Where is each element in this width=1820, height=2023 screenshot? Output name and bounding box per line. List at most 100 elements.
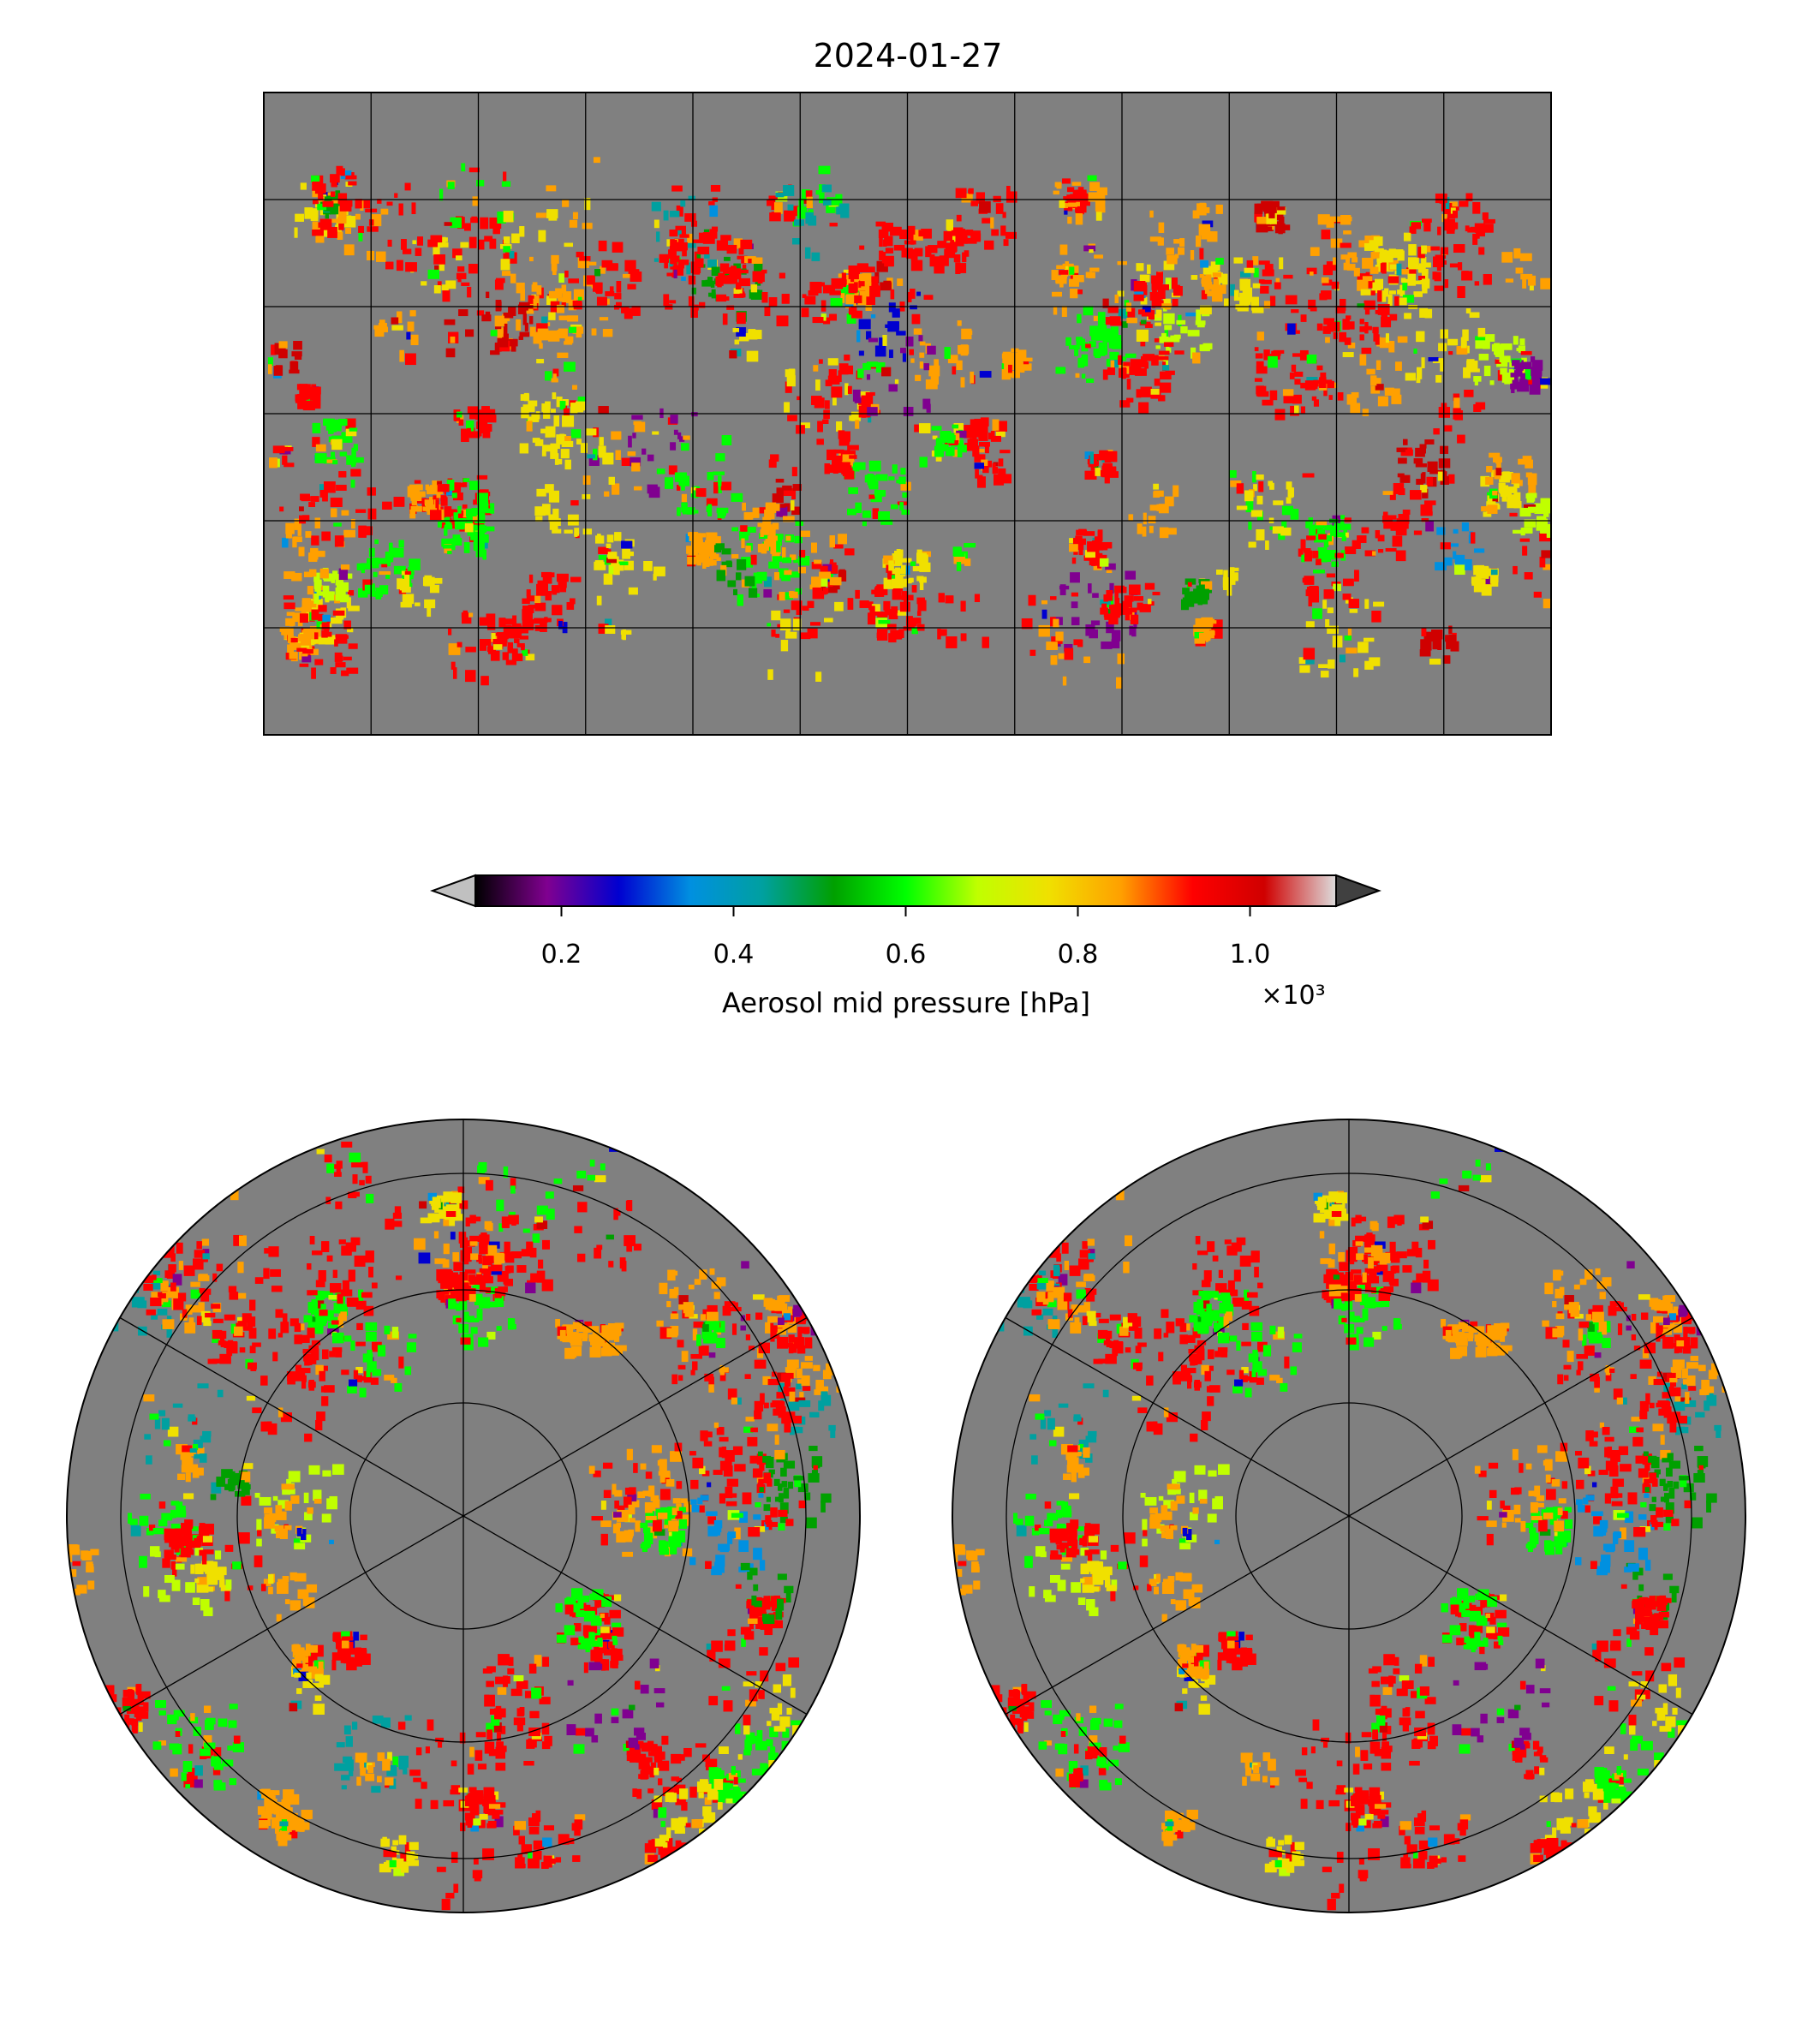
data-cell (447, 551, 452, 555)
data-cell (897, 278, 904, 286)
data-cell (528, 295, 534, 304)
data-cell (457, 505, 462, 514)
data-cell (279, 627, 290, 632)
data-cell (807, 628, 818, 639)
data-cell (1215, 258, 1224, 265)
data-cell (710, 553, 719, 559)
data-cell (1059, 200, 1065, 208)
data-cell (1163, 355, 1169, 367)
data-cell (1076, 338, 1086, 346)
data-cell (609, 286, 614, 294)
data-cell (964, 250, 970, 257)
data-cell (1114, 589, 1119, 602)
data-cell (402, 594, 415, 605)
data-cell (433, 254, 445, 265)
data-cell (1252, 283, 1261, 289)
data-cell (615, 450, 621, 460)
data-cell (795, 588, 803, 595)
data-cell (820, 565, 828, 577)
data-cell (1056, 265, 1066, 270)
data-cell (1494, 343, 1501, 355)
data-cell (1310, 247, 1320, 256)
data-cell (772, 549, 780, 562)
data-cell (1126, 317, 1137, 324)
data-cell (471, 216, 478, 221)
data-cell (1139, 604, 1151, 612)
data-cell (508, 635, 519, 639)
data-cell (815, 379, 820, 391)
data-cell (480, 217, 489, 230)
data-cell (1501, 491, 1507, 502)
data-cell (599, 317, 609, 321)
data-cell (957, 447, 963, 457)
data-cell (930, 373, 940, 385)
data-cell (1340, 215, 1352, 225)
data-cell (586, 275, 595, 285)
data-cell (1486, 466, 1493, 473)
data-cell (279, 506, 284, 512)
data-cell (477, 492, 488, 504)
data-cell (1416, 367, 1423, 379)
data-cell (1125, 597, 1132, 608)
data-cell (551, 254, 559, 264)
data-cell (705, 546, 717, 557)
data-cell (453, 512, 459, 521)
data-cell (1281, 505, 1293, 516)
data-cell (785, 381, 792, 393)
data-cell (598, 406, 609, 415)
data-cell (688, 275, 696, 285)
data-cell (1316, 323, 1323, 331)
data-cell (399, 578, 409, 591)
data-cell (1310, 307, 1317, 312)
data-cell (992, 419, 1000, 431)
data-cell (838, 569, 845, 576)
data-cell (564, 529, 573, 534)
data-cell (1300, 314, 1307, 322)
data-cell (791, 467, 797, 477)
data-cell (1520, 361, 1532, 370)
data-cell (828, 369, 837, 381)
data-cell (444, 506, 452, 518)
data-cell (354, 457, 364, 463)
data-cell (1006, 185, 1011, 194)
data-cell (293, 341, 302, 350)
data-cell (572, 300, 582, 307)
data-cell (897, 610, 907, 616)
data-cell (1388, 290, 1396, 295)
data-cell (482, 549, 486, 560)
data-cell (596, 595, 602, 606)
data-cell (1394, 361, 1402, 371)
data-cell (1063, 196, 1070, 200)
data-cell (1525, 367, 1531, 380)
data-cell (1264, 264, 1274, 272)
data-cell (1076, 529, 1088, 536)
data-cell (739, 332, 749, 342)
data-cell (1065, 337, 1071, 346)
data-cell (410, 334, 419, 345)
data-cell (1452, 210, 1458, 218)
data-cell (1068, 543, 1078, 552)
data-cell (299, 663, 309, 667)
data-cell (1109, 582, 1114, 594)
data-cell (552, 605, 563, 616)
data-cell (305, 531, 312, 538)
data-cell (1105, 317, 1117, 325)
data-cell (1011, 352, 1023, 361)
data-cell (343, 244, 355, 256)
data-cell (1496, 359, 1508, 367)
data-cell (564, 242, 573, 248)
data-cell (452, 537, 462, 546)
data-cell (1330, 524, 1339, 536)
data-cell (335, 662, 346, 668)
data-cell (886, 624, 897, 630)
data-cell (283, 462, 295, 468)
data-cell (1397, 473, 1405, 478)
data-cell (447, 487, 460, 497)
data-cell (1437, 226, 1441, 236)
data-cell (775, 634, 780, 638)
data-cell (1064, 266, 1071, 272)
data-cell (335, 590, 342, 601)
data-cell (451, 661, 456, 670)
data-cell (1251, 307, 1264, 313)
data-cell (385, 261, 394, 270)
